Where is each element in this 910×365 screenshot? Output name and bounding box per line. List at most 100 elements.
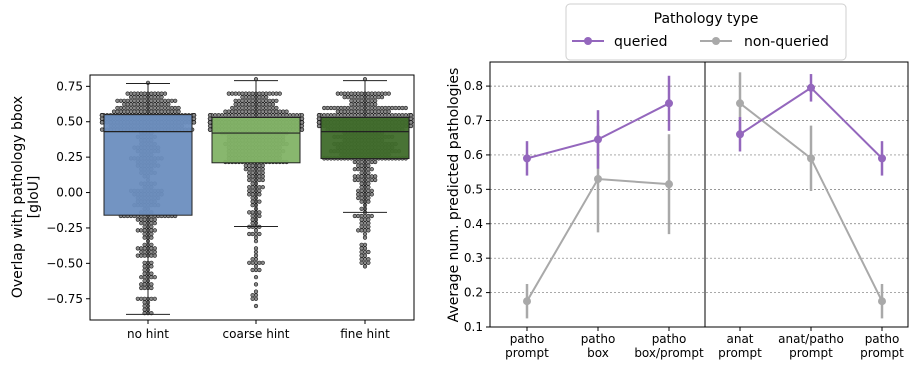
swarm-point [236,109,242,114]
swarm-point [128,91,134,96]
swarm-point [243,95,248,100]
swarm-point [277,109,282,114]
swarm-point [257,199,262,204]
swarm-point [356,105,361,111]
swarm-point [233,105,238,111]
swarm-point [240,105,245,111]
swarm-point [250,210,255,215]
swarm-point [139,91,144,96]
swarm-point [216,113,221,118]
swarm-point [257,167,262,172]
swarm-point [125,98,130,103]
swarm-point [366,177,371,183]
swarm-point [132,98,137,103]
swarm-point [135,296,140,301]
swarm-point [359,167,364,172]
swarm-point [240,109,245,114]
swarm-point [139,98,144,103]
boxes [103,80,410,315]
swarm-point [152,217,157,222]
swarm-point [149,91,154,96]
swarm-point [267,91,272,96]
swarm-point [270,109,276,114]
right-y-tick-label: 0.2 [464,286,483,300]
legend: Pathology type queried non-queried [565,3,847,61]
swarm-point [349,113,354,118]
swarm-point [342,95,347,100]
swarm-point [403,113,408,118]
legend-frame [565,3,847,61]
swarm-point [267,109,272,114]
series-point [665,99,673,108]
swarm-point [322,105,327,111]
swarm-point [366,185,371,190]
swarm-point [149,271,154,276]
swarm-point [379,109,385,114]
left-y-tick-label: −0.25 [46,221,83,235]
swarm-point [366,188,371,193]
swarm-point [243,163,248,168]
swarm-point [250,260,255,265]
swarm-point [233,113,238,118]
swarm-point [316,123,322,129]
swarm-point [356,109,361,114]
series-point [807,154,815,163]
swarm-point [316,116,322,121]
swarm-point [250,170,255,175]
swarm-point [356,98,361,103]
swarm-point [236,105,242,111]
right-y-ticks: 0.1 0.2 0.3 0.4 0.5 0.6 0.7 0.8 [464,79,490,334]
swarm-point [132,105,137,111]
swarm-point [142,224,147,229]
swarm-point [236,113,242,118]
swarm-point [243,102,248,107]
swarm-point [366,102,371,107]
swarm-point [366,181,371,186]
swarm-point [366,224,371,229]
swarm-point [264,102,269,107]
swarm-point [369,213,374,219]
swarm-point [376,105,381,111]
swarm-point [332,105,337,111]
swarm-point [369,177,374,183]
swarm-point [359,102,364,107]
swarm-point [352,113,357,118]
swarm-point [257,163,262,168]
swarm-point [247,167,252,172]
swarm-point [373,109,378,114]
swarm-point [359,199,364,204]
series-point [807,83,815,92]
swarm-point [260,113,265,118]
swarm-point [250,174,255,179]
swarm-point [142,260,147,265]
swarm-point [149,109,154,114]
swarm-point [257,95,262,100]
right-y-tick-label: 0.3 [464,251,483,265]
swarm-point [207,120,213,125]
swarm-point [243,98,248,103]
swarm-point [149,217,154,222]
swarm-point [213,113,218,118]
swarm-point [142,307,147,312]
swarm-point [139,275,144,280]
swarm-point [176,109,181,114]
swarm-point [362,217,368,222]
swarm-point [253,293,259,298]
box-body [103,114,193,216]
swarm-point [400,105,405,111]
swarm-point [142,228,147,233]
swarm-point [135,228,140,233]
swarm-point [274,105,279,111]
swarm-point [253,303,259,309]
swarm-point [264,95,269,100]
swarm-point [149,235,154,240]
swarm-point [169,109,174,114]
swarm-point [243,91,248,96]
swarm-point [139,109,144,114]
swarm-point [236,91,242,96]
swarm-point [247,113,252,118]
swarm-point [366,109,371,114]
swarm-point [152,105,157,111]
swarm-point [247,177,252,183]
swarm-point [366,257,371,262]
